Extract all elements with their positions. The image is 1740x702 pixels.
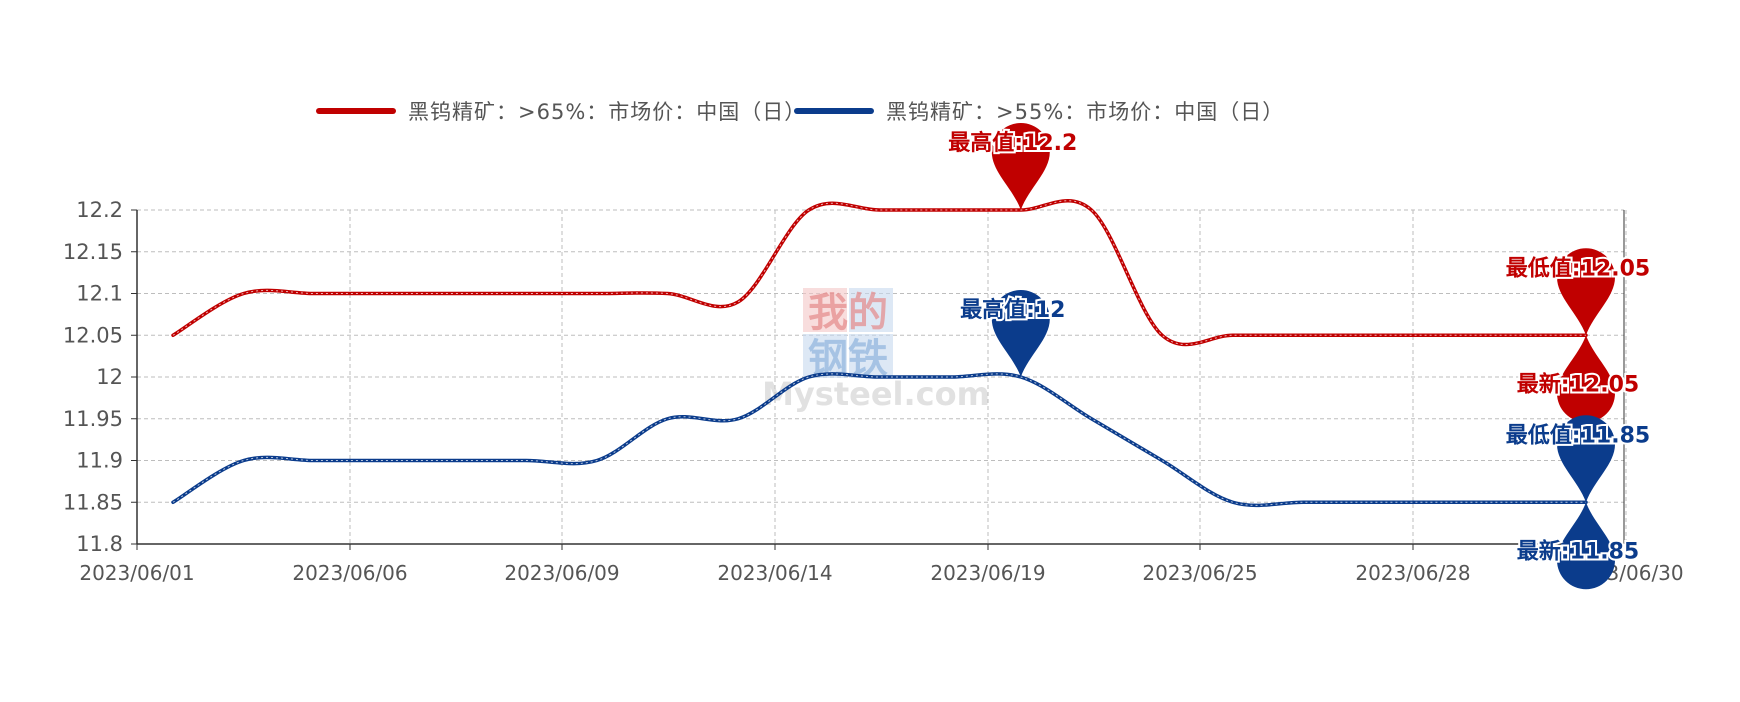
marker-pin	[1557, 248, 1615, 336]
y-tick-label: 12.05	[63, 323, 123, 347]
watermark-tile	[849, 334, 893, 378]
legend: 黑钨精矿：>65%：市场价：中国（日） 黑钨精矿：>55%：市场价：中国（日）	[0, 96, 1740, 126]
marker-label: 最低值:11.85	[1506, 422, 1650, 448]
marker-label: 最高值:12	[960, 297, 1065, 323]
marker-pin	[1557, 415, 1615, 503]
series-highlight-1	[172, 200, 1586, 345]
legend-swatch-blue	[794, 108, 874, 114]
x-tick-label: 2023/06/14	[717, 561, 832, 585]
watermark-cn-top: 我的	[808, 290, 888, 336]
axes: 12.2 12.15 12.1 12.05 12 11.95 11.9 11.85 11.8 20…	[63, 198, 1684, 585]
series-line-2	[171, 372, 1588, 508]
legend-swatch-red	[316, 108, 396, 114]
marker-pin	[991, 289, 1050, 377]
marker-pins: 最高值:12.2 最低值:12.05 最新:12.05 最高值:12 最低值:11.85…	[946, 122, 1652, 590]
x-tick-label: 2023/06/06	[292, 561, 407, 585]
x-tick-label: 2023/06/28	[1355, 561, 1470, 585]
y-tick-label: 12	[96, 365, 123, 389]
marker-label: 最新:12.05	[1517, 371, 1639, 397]
x-tick-label: 2023/06/19	[930, 561, 1045, 585]
marker-label: 最低值:12.05	[1506, 255, 1650, 281]
marker-pin	[1557, 335, 1615, 423]
y-tick-label: 12.1	[76, 282, 123, 306]
marker-pin	[991, 122, 1050, 210]
y-tick-label: 11.8	[76, 532, 123, 556]
y-tick-label: 11.9	[76, 449, 123, 473]
x-tick-label: 2023/06/01	[79, 561, 194, 585]
y-tick-label: 11.95	[63, 407, 123, 431]
legend-label-series-2: 黑钨精矿：>55%：市场价：中国（日）	[886, 100, 1285, 124]
marker-label: 最新:11.85	[1517, 538, 1639, 564]
watermark-tile	[803, 288, 847, 332]
x-tick-label: 2023/06/25	[1142, 561, 1257, 585]
legend-label-series-1: 黑钨精矿：>65%：市场价：中国（日）	[408, 100, 807, 124]
y-tick-label: 12.2	[76, 198, 123, 222]
watermark-tile	[803, 334, 847, 378]
legend-item-series-1[interactable]: 黑钨精矿：>65%：市场价：中国（日）	[316, 96, 806, 126]
legend-item-series-2[interactable]: 黑钨精矿：>55%：市场价：中国（日）	[794, 96, 1284, 126]
y-tick-label: 12.15	[63, 240, 123, 264]
y-tick-label: 11.85	[63, 490, 123, 514]
marker-label: 最高值:12.2	[948, 130, 1077, 156]
watermark: 我的 钢铁 Mysteel.com	[762, 288, 990, 413]
marker-pin	[1557, 502, 1615, 590]
x-tick-label: 2023/06/09	[504, 561, 619, 585]
series-layer	[171, 199, 1588, 508]
watermark-tile	[849, 288, 893, 332]
